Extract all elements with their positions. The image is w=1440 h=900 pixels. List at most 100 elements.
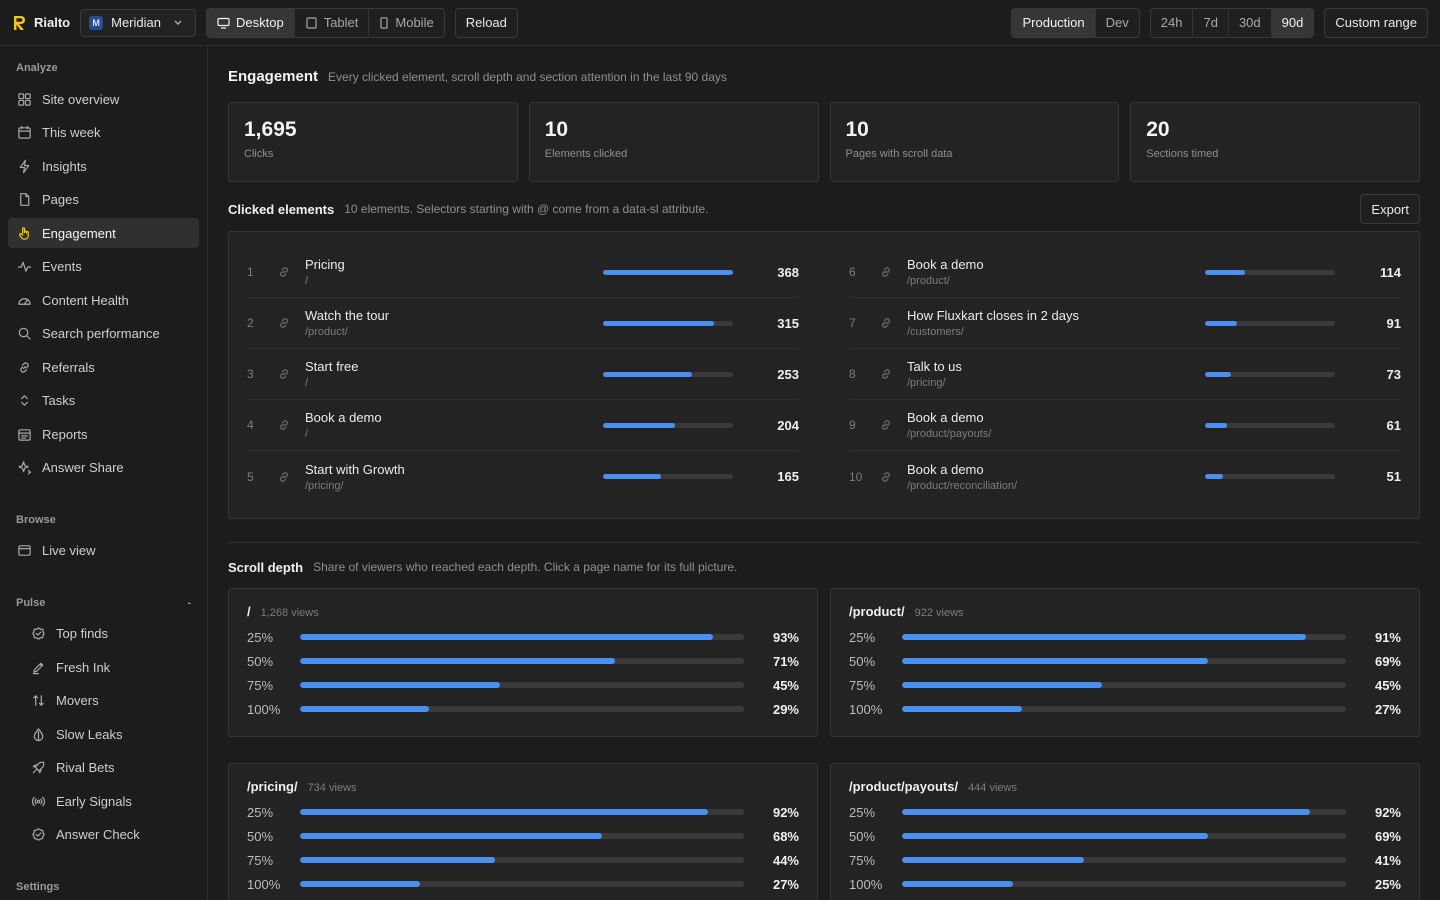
sidebar-item-rival-bets[interactable]: Rival Bets	[8, 753, 199, 783]
depth-label: 50%	[247, 653, 274, 669]
calendar-icon	[17, 125, 31, 139]
pulse-section-label: Pulse -	[8, 596, 199, 610]
sidebar-item-referrals[interactable]: Referrals	[8, 352, 199, 382]
sidebar-item-label: Live view	[42, 543, 96, 558]
sidebar-item-insights[interactable]: Insights	[8, 151, 199, 181]
sidebar-item-site-overview[interactable]: Site overview	[8, 84, 199, 114]
clicked-element-row[interactable]: 7 How Fluxkart closes in 2 days/customers…	[849, 298, 1401, 349]
click-count: 253	[777, 366, 799, 382]
sidebar-item-content-health[interactable]: Content Health	[8, 285, 199, 315]
sidebar-item-label: Insights	[42, 158, 87, 174]
depth-row: 50% 69%	[849, 824, 1401, 848]
sidebar-item-movers[interactable]: Movers	[8, 686, 199, 716]
custom-range-button[interactable]: Custom range	[1324, 7, 1428, 38]
device-mobile-label: Mobile	[395, 15, 434, 30]
scroll-depth-card: / 1,268 views 25% 93% 50% 71% 75% 45% 100% 29%	[228, 588, 818, 737]
clicked-element-row[interactable]: 8 Talk to us/pricing/73	[849, 349, 1401, 400]
clicked-element-row[interactable]: 9 Book a demo/product/payouts/61	[849, 400, 1401, 451]
element-text: Pricing /	[305, 257, 603, 287]
sidebar-item-search-performance[interactable]: Search performance	[8, 319, 199, 349]
sidebar-item-live-view[interactable]: Live view	[8, 536, 199, 566]
depth-bar-fill	[902, 857, 1085, 863]
page-subtitle: Every clicked element, scroll depth and …	[328, 70, 727, 84]
scroll-card-header: /product/922 views	[849, 604, 1401, 624]
depth-bar-fill	[902, 658, 1209, 664]
stat-value: 20	[1146, 118, 1170, 141]
clicked-element-row[interactable]: 2 Watch the tour/product/315	[247, 298, 799, 349]
site-selector[interactable]: M Meridian	[80, 8, 196, 37]
click-count: 91	[1386, 315, 1401, 331]
stat-card-pages: 10 Pages with scroll data	[829, 102, 1120, 182]
depth-bar-fill	[300, 881, 420, 887]
app-name: Rialto	[34, 15, 71, 30]
pulse-collapse-toggle[interactable]: -	[187, 596, 191, 609]
link-icon	[19, 361, 29, 373]
depth-bar-fill	[300, 809, 709, 815]
row-rank: 10	[849, 469, 863, 484]
page-name-link[interactable]: /product/	[849, 604, 905, 619]
stat-label: Clicks	[244, 148, 274, 160]
sidebar-item-top-finds[interactable]: Top finds	[8, 619, 199, 649]
sidebar-item-answer-share[interactable]: Answer Share	[8, 453, 199, 483]
sidebar-item-pages[interactable]: Pages	[8, 185, 199, 215]
clicked-element-row[interactable]: 5 Start with Growth/pricing/165	[247, 451, 799, 502]
range-90d-button[interactable]: 90d	[1271, 8, 1314, 37]
sidebar-item-answer-check[interactable]: Answer Check	[8, 820, 199, 850]
env-production-button[interactable]: Production	[1012, 8, 1096, 37]
element-text: Talk to us/pricing/	[907, 359, 1205, 389]
click-bar-track	[1205, 320, 1335, 326]
clicked-element-row[interactable]: 6 Book a demo/product/114	[849, 247, 1401, 298]
env-dev-button[interactable]: Dev	[1095, 8, 1139, 37]
hand-pointer-icon	[18, 226, 29, 240]
activity-icon	[17, 261, 31, 272]
sidebar-item-early-signals[interactable]: Early Signals	[8, 786, 199, 816]
device-tablet-button[interactable]: Tablet	[294, 8, 370, 37]
device-desktop-button[interactable]: Desktop	[206, 8, 295, 37]
depth-bar-fill	[300, 682, 500, 688]
depth-label: 50%	[247, 828, 274, 844]
export-button[interactable]: Export	[1360, 194, 1420, 224]
click-count: 61	[1386, 417, 1401, 433]
click-bar-track	[1205, 269, 1335, 275]
sidebar-item-events[interactable]: Events	[8, 252, 199, 282]
clicked-element-row[interactable]: 4 Book a demo / 204	[247, 400, 799, 451]
clicked-element-row[interactable]: 1 Pricing / 368	[247, 247, 799, 298]
scroll-card-header: / 1,268 views	[247, 604, 799, 624]
broadcast-icon	[31, 796, 45, 806]
sidebar-item-reports[interactable]: Reports	[8, 419, 199, 449]
click-count: 114	[1380, 264, 1401, 280]
sidebar-item-engagement[interactable]: Engagement	[8, 218, 199, 248]
sidebar-item-label: Referrals	[42, 359, 95, 375]
grid-icon	[17, 92, 31, 106]
depth-bar-track	[300, 682, 744, 688]
depth-label: 25%	[247, 804, 274, 820]
page-name-link[interactable]: /	[247, 604, 251, 619]
depth-value: 92%	[772, 804, 799, 820]
depth-value: 92%	[1374, 804, 1401, 820]
depth-bar-fill	[300, 634, 713, 640]
sidebar-item-tasks[interactable]: Tasks	[8, 386, 199, 416]
depth-bar-track	[300, 658, 744, 664]
page-title: Engagement	[228, 68, 319, 85]
sparkle-icon	[17, 461, 31, 475]
sidebar-item-this-week[interactable]: This week	[8, 118, 199, 148]
depth-bar-fill	[902, 881, 1013, 887]
reload-button[interactable]: Reload	[454, 7, 518, 38]
range-30d-button[interactable]: 30d	[1228, 8, 1272, 37]
page-name-link[interactable]: /pricing/	[247, 779, 298, 794]
stats-row: 1,695 Clicks 10 Elements clicked 10 Page…	[228, 102, 1420, 182]
row-rank: 6	[849, 265, 856, 279]
range-24h-button[interactable]: 24h	[1150, 8, 1194, 37]
device-mobile-button[interactable]: Mobile	[369, 8, 444, 37]
clicked-element-row[interactable]: 10 Book a demo/product/reconciliation/51	[849, 451, 1401, 502]
clicked-element-row[interactable]: 3 Start free / 253	[247, 349, 799, 400]
page-name-link[interactable]: /product/payouts/	[849, 779, 959, 794]
range-7d-button[interactable]: 7d	[1193, 8, 1229, 37]
depth-bar-track	[902, 682, 1346, 688]
sidebar-item-slow-leaks[interactable]: Slow Leaks	[8, 719, 199, 749]
page-views: 734 views	[307, 782, 357, 794]
clicked-elements-column-right: 6 Book a demo/product/114 7 How Fluxkart cl…	[849, 247, 1401, 503]
sidebar-item-fresh-ink[interactable]: Fresh Ink	[8, 652, 199, 682]
brand[interactable]: Rialto	[12, 15, 70, 31]
element-text: Book a demo /	[305, 410, 603, 440]
